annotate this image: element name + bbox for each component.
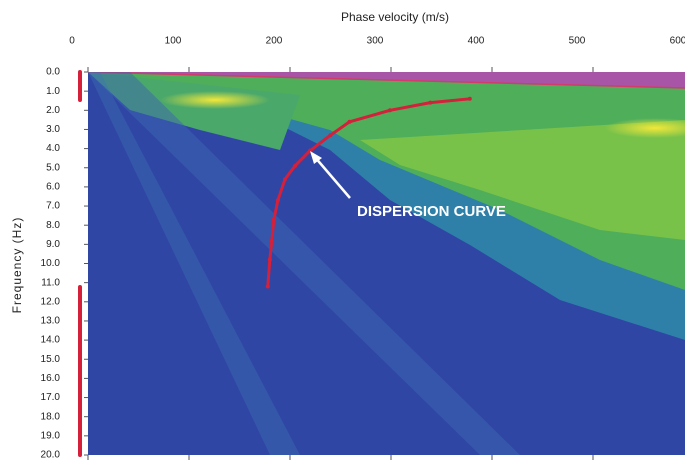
y-tick-label: 6.0	[46, 182, 60, 193]
curve-point	[468, 97, 472, 101]
y-tick-label: 16.0	[41, 373, 61, 384]
y-tick-label: 18.0	[41, 411, 61, 422]
x-tick-label: 300	[367, 36, 384, 47]
y-tick-label: 7.0	[46, 201, 60, 212]
x-tick-label: 600	[670, 36, 685, 47]
y-tick-label: 2.0	[46, 105, 60, 116]
curve-point	[268, 258, 272, 262]
curve-point	[266, 284, 270, 288]
curve-point	[328, 133, 332, 137]
y-tick-label: 19.0	[41, 430, 61, 441]
x-tick-label: 200	[266, 36, 283, 47]
x-axis-label: Phase velocity (m/s)	[341, 10, 449, 24]
y-tick-label: 1.0	[46, 86, 60, 97]
y-tick-label: 10.0	[41, 258, 61, 269]
y-tick-label: 9.0	[46, 239, 60, 250]
heatmap	[88, 72, 685, 455]
curve-point	[308, 149, 312, 153]
curve-point	[270, 239, 274, 243]
curve-point	[348, 120, 352, 124]
x-tick-label: 400	[468, 36, 485, 47]
curve-point	[283, 177, 287, 181]
curve-point	[428, 101, 432, 105]
y-tick-label: 17.0	[41, 392, 61, 403]
x-tick-label: 500	[569, 36, 586, 47]
curve-point	[272, 217, 276, 221]
chart: Phase velocity (m/s) Frequency (Hz) 0 100…	[0, 0, 685, 469]
annotation: DISPERSION CURVE	[357, 203, 506, 220]
y-tick-label: 20.0	[41, 450, 61, 461]
y-tick-label: 8.0	[46, 220, 60, 231]
x-tick-label: 100	[165, 36, 182, 47]
y-tick-label: 11.0	[41, 277, 60, 288]
y-tick-label: 4.0	[46, 143, 60, 154]
curve-point	[388, 108, 392, 112]
y-tick-label: 5.0	[46, 162, 60, 173]
y-axis-label: Frequency (Hz)	[10, 217, 24, 314]
y-tick-label: 3.0	[46, 124, 60, 135]
x-tick-label: 0	[69, 36, 75, 47]
y-tick-label: 15.0	[41, 354, 61, 365]
curve-point	[293, 164, 297, 168]
y-tick-label: 13.0	[41, 316, 61, 327]
y-tick-label: 12.0	[41, 296, 61, 307]
y-tick-label: 0.0	[46, 67, 60, 78]
y-tick-label: 14.0	[41, 335, 61, 346]
curve-point	[276, 198, 280, 202]
